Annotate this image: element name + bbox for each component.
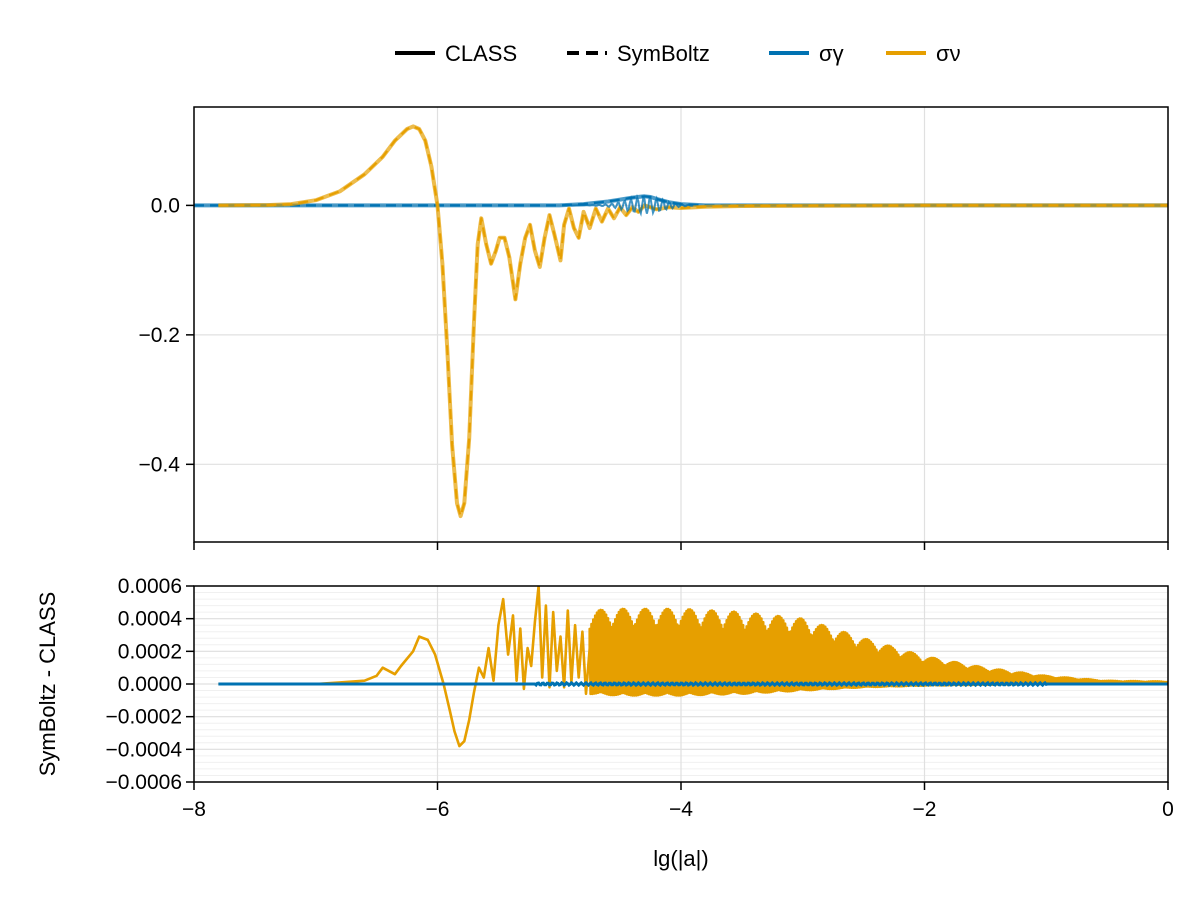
bottom-series (218, 586, 1168, 748)
top-grid (193, 107, 1169, 542)
top-ticks: 0.0 −0.2 −0.4 (139, 194, 1169, 550)
bottom-y-tick-label: 0.0004 (118, 608, 183, 631)
bottom-x-tick-label: −4 (669, 798, 693, 821)
bottom-x-tick-label: −6 (426, 798, 450, 821)
top-series (194, 124, 1168, 519)
bottom-y-tick-label: −0.0004 (106, 738, 183, 761)
bottom-y-tick-label: 0.0000 (118, 673, 182, 696)
bottom-y-tick-label: 0.0006 (118, 575, 182, 598)
top-series-sigma-nu-symboltz (218, 125, 1168, 518)
legend: CLASS SymBoltz σγ σν (395, 41, 961, 66)
top-y-tick-label: 0.0 (151, 194, 180, 217)
bottom-ticks: −8 −6 −4 −2 0 0.0006 0.0004 0.0002 0.0000 −0.0002… (106, 575, 1174, 821)
bottom-y-tick-label: −0.0002 (106, 706, 183, 729)
bottom-series-sigma-nu (218, 586, 1168, 748)
bottom-series-sigma-gamma (218, 680, 1168, 688)
bottom-x-tick-label: 0 (1162, 798, 1174, 821)
top-y-tick-label: −0.4 (139, 453, 181, 476)
x-axis-label: lg(|a|) (653, 846, 708, 871)
top-y-tick-label: −0.2 (139, 324, 180, 347)
legend-label-class: CLASS (445, 41, 517, 66)
bottom-panel: −8 −6 −4 −2 0 0.0006 0.0004 0.0002 0.0000 −0.0002… (35, 575, 1174, 871)
top-series-sigma-gamma-oscillation (571, 193, 694, 217)
bottom-y-tick-label: −0.0006 (106, 771, 183, 794)
top-series-sigma-nu-class (218, 124, 1168, 519)
bottom-y-tick-label: 0.0002 (118, 640, 182, 663)
legend-label-sigma-nu: σν (936, 41, 961, 66)
bottom-x-tick-label: −8 (182, 798, 206, 821)
bottom-x-tick-label: −2 (913, 798, 937, 821)
legend-label-symboltz: SymBoltz (617, 41, 710, 66)
y-axis-label: SymBoltz - CLASS (35, 592, 60, 777)
top-panel: 0.0 −0.2 −0.4 (139, 106, 1169, 550)
legend-label-sigma-gamma: σγ (819, 41, 844, 66)
